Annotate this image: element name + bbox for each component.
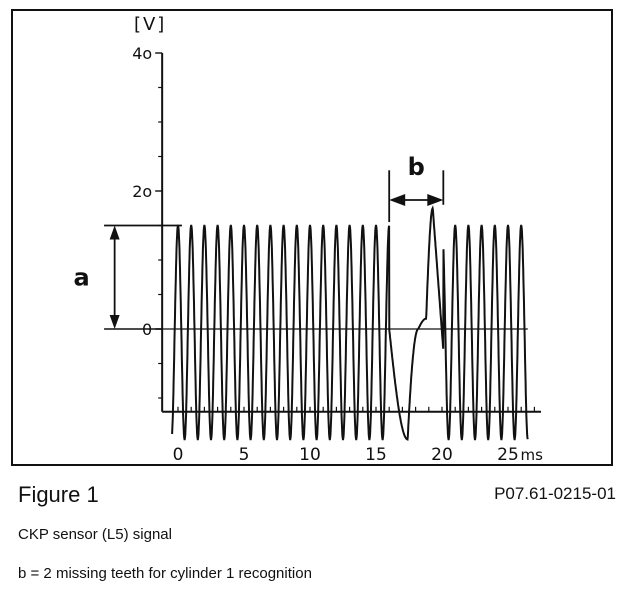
figure-code: P07.61-0215-01	[494, 484, 616, 503]
gap-arrow-head-left	[389, 193, 406, 206]
amplitude-arrow-head-down	[109, 315, 120, 329]
x-tick-label: 0	[173, 445, 184, 465]
annotation-b-label: b	[408, 153, 425, 181]
x-axis-unit-label: ms	[521, 446, 544, 464]
gap-arrow-head-right	[427, 193, 444, 206]
ckp-signal-line	[171, 205, 529, 441]
caption-signal: CKP sensor (L5) signal	[18, 526, 172, 543]
x-tick-label: 20	[431, 445, 453, 465]
figure-label: Figure 1	[18, 482, 99, 507]
amplitude-arrow-head-up	[109, 225, 120, 240]
caption-missing-teeth: b = 2 missing teeth for cylinder 1 recog…	[18, 565, 312, 582]
y-tick-label: 4o	[132, 44, 152, 63]
x-tick-label: 25	[497, 445, 519, 465]
x-tick-label: 5	[239, 445, 250, 465]
x-tick-label: 10	[299, 445, 321, 465]
y-axis-unit-label: [V]	[134, 14, 166, 35]
x-tick-label: 15	[365, 445, 387, 465]
plot-frame	[11, 9, 613, 466]
y-tick-label: 2o	[132, 182, 152, 201]
annotation-a-label: a	[74, 263, 90, 291]
